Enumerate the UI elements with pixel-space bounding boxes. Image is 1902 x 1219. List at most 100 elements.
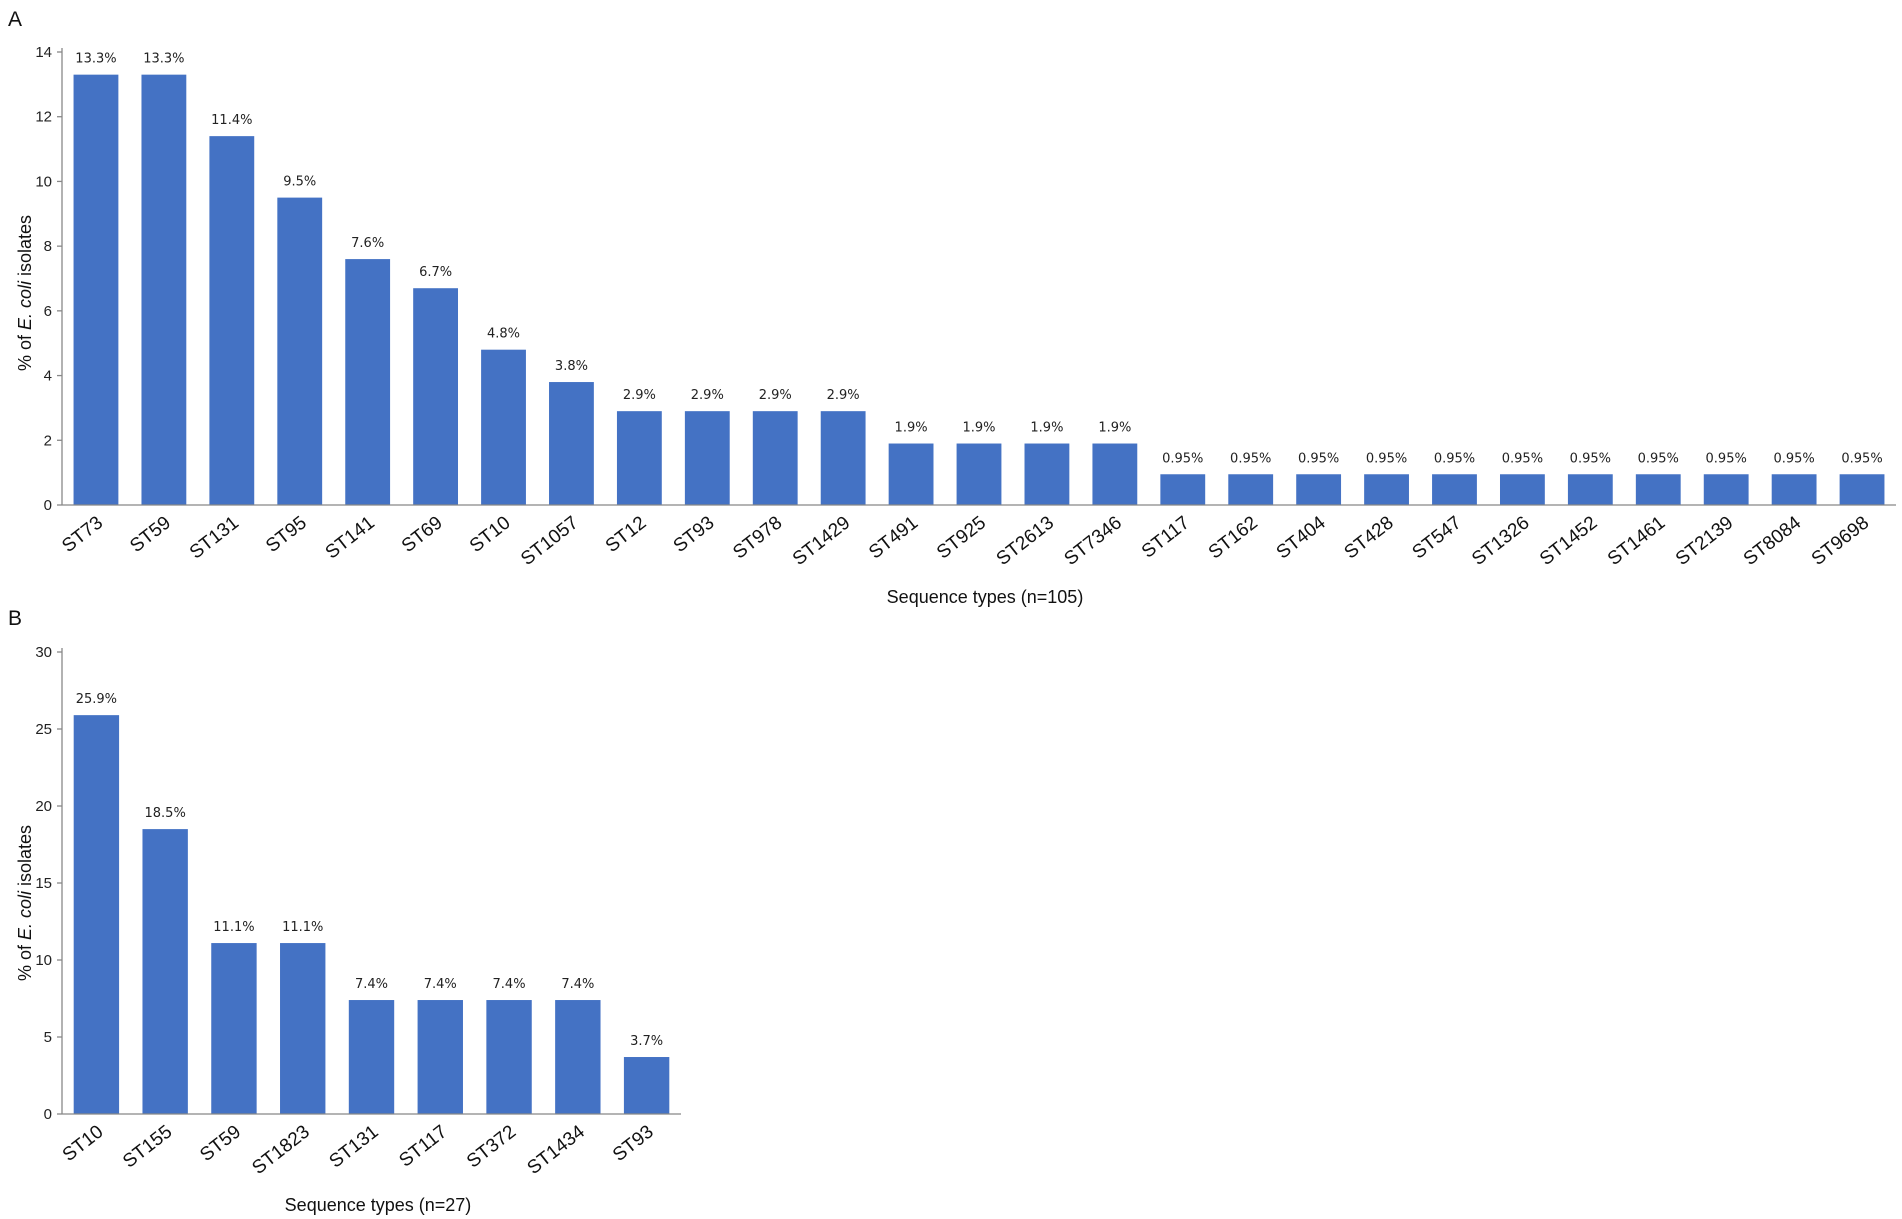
x-tick-label-b-ST93: ST93 <box>609 1121 658 1166</box>
x-tick-label-b-ST10: ST10 <box>59 1121 108 1166</box>
data-label-a-ST547: 0.95% <box>1434 451 1475 466</box>
x-tick-label-b-ST131: ST131 <box>326 1121 383 1172</box>
x-tick-label-a-ST141: ST141 <box>322 512 379 563</box>
data-label-a-ST978: 2.9% <box>759 388 792 403</box>
data-label-a-ST12: 2.9% <box>623 388 656 403</box>
chart-panel-a: A Sequence types (n=105) % of E. coli is… <box>8 8 1896 607</box>
x-tick-label-a-ST547: ST547 <box>1409 512 1466 563</box>
x-tick-label-a-ST73: ST73 <box>58 512 107 557</box>
x-tick-label-a-ST12: ST12 <box>602 512 651 557</box>
bar-a-ST93 <box>684 411 730 505</box>
y-axis-title-a-part-1: % of <box>15 330 35 371</box>
x-tick-label-a-ST2139: ST2139 <box>1672 512 1737 570</box>
y-tick-label-b-1: 5 <box>44 1029 52 1046</box>
x-tick-label-a-ST2613: ST2613 <box>993 512 1058 570</box>
chart-marks-a: 0 2 4 6 8 10 12 14 13.3% ST73 13.3% ST59 11.4% ST131 9… <box>35 44 1896 570</box>
data-label-a-ST7346: 1.9% <box>1098 421 1131 436</box>
x-axis-title-b: Sequence types (n=27) <box>285 1195 472 1215</box>
x-tick-label-a-ST1452: ST1452 <box>1536 512 1601 570</box>
data-label-a-ST69: 6.7% <box>419 265 452 280</box>
x-tick-label-a-ST1461: ST1461 <box>1604 512 1669 570</box>
x-tick-label-a-ST1057: ST1057 <box>517 512 582 570</box>
y-tick-label-a-7: 14 <box>35 44 52 61</box>
x-tick-label-a-ST7346: ST7346 <box>1061 512 1126 570</box>
data-label-b-ST59: 11.1% <box>213 920 254 935</box>
data-label-a-ST1452: 0.95% <box>1570 451 1611 466</box>
bar-a-ST428 <box>1364 474 1409 505</box>
data-label-a-ST404: 0.95% <box>1298 451 1339 466</box>
bar-b-ST117 <box>417 1000 463 1114</box>
x-tick-label-a-ST1326: ST1326 <box>1468 512 1533 570</box>
data-label-a-ST428: 0.95% <box>1366 451 1407 466</box>
x-tick-label-a-ST8084: ST8084 <box>1740 512 1806 570</box>
y-axis-title-a: % of E. coli isolates <box>15 215 35 371</box>
bar-a-ST1461 <box>1635 474 1681 505</box>
y-axis-title-b-part-2: E. coli <box>15 890 35 940</box>
data-label-a-ST925: 1.9% <box>962 421 995 436</box>
panel-label-a: A <box>8 8 22 31</box>
y-tick-label-a-0: 0 <box>44 497 52 514</box>
y-tick-label-b-2: 10 <box>35 952 52 969</box>
x-tick-label-a-ST117: ST117 <box>1138 512 1194 562</box>
data-label-a-ST131: 11.4% <box>211 113 252 128</box>
data-label-b-ST372: 7.4% <box>493 977 526 992</box>
data-label-b-ST93: 3.7% <box>630 1034 663 1049</box>
bar-a-ST404 <box>1296 474 1342 505</box>
x-tick-label-a-ST10: ST10 <box>466 512 515 557</box>
x-tick-label-a-ST978: ST978 <box>729 512 786 563</box>
data-label-a-ST2613: 1.9% <box>1030 421 1063 436</box>
x-tick-label-a-ST925: ST925 <box>933 512 990 563</box>
x-tick-label-b-ST59: ST59 <box>196 1121 245 1166</box>
bar-b-ST372 <box>486 1000 532 1114</box>
bar-b-ST10 <box>73 715 120 1114</box>
data-label-b-ST1823: 11.1% <box>282 920 323 935</box>
bar-a-ST1452 <box>1567 474 1613 505</box>
data-label-a-ST9698: 0.95% <box>1841 451 1882 466</box>
bar-a-ST59 <box>141 74 187 506</box>
x-tick-label-a-ST59: ST59 <box>126 512 175 557</box>
bar-b-ST1823 <box>280 943 326 1114</box>
x-tick-label-a-ST69: ST69 <box>398 512 447 557</box>
data-label-b-ST131: 7.4% <box>355 977 388 992</box>
y-tick-label-b-4: 20 <box>35 798 52 815</box>
bar-b-ST155 <box>142 829 188 1114</box>
y-axis-title-b: % of E. coli isolates <box>15 825 35 981</box>
bar-a-ST8084 <box>1771 474 1817 505</box>
x-tick-label-b-ST1434: ST1434 <box>524 1121 590 1179</box>
bar-a-ST141 <box>345 259 391 505</box>
bar-a-ST69 <box>413 288 459 505</box>
x-tick-label-a-ST1429: ST1429 <box>789 512 854 570</box>
x-axis-title-a: Sequence types (n=105) <box>887 587 1084 607</box>
x-tick-label-a-ST9698: ST9698 <box>1808 512 1873 570</box>
data-label-a-ST2139: 0.95% <box>1706 451 1747 466</box>
chart-marks-b: 0 5 10 15 20 25 30 25.9% ST10 18.5% ST155 11.1% ST59… <box>35 644 681 1179</box>
data-label-a-ST141: 7.6% <box>351 236 384 251</box>
y-tick-label-b-5: 25 <box>35 721 52 738</box>
chart-panel-b: B Sequence types (n=27) % of E. coli iso… <box>8 607 681 1215</box>
data-label-a-ST1461: 0.95% <box>1638 451 1679 466</box>
data-label-a-ST10: 4.8% <box>487 327 520 342</box>
data-label-a-ST1326: 0.95% <box>1502 451 1543 466</box>
y-tick-label-a-1: 2 <box>44 432 52 449</box>
y-axis-title-b-part-1: % of <box>15 940 35 981</box>
x-tick-label-b-ST372: ST372 <box>463 1121 520 1172</box>
data-label-a-ST95: 9.5% <box>283 175 316 190</box>
bar-a-ST2613 <box>1024 443 1070 505</box>
x-tick-label-b-ST117: ST117 <box>395 1121 451 1171</box>
bar-a-ST925 <box>956 443 1002 505</box>
bar-a-ST978 <box>752 411 798 505</box>
data-label-b-ST10: 25.9% <box>76 692 117 707</box>
bar-a-ST12 <box>616 411 662 505</box>
bar-a-ST117 <box>1160 474 1206 505</box>
y-tick-label-a-2: 4 <box>44 368 52 385</box>
bar-a-ST547 <box>1432 474 1477 505</box>
bar-b-ST93 <box>623 1057 670 1114</box>
data-label-a-ST93: 2.9% <box>691 388 724 403</box>
data-label-a-ST1057: 3.8% <box>555 359 588 374</box>
data-label-a-ST1429: 2.9% <box>827 388 860 403</box>
data-label-a-ST73: 13.3% <box>75 52 116 67</box>
bar-b-ST1434 <box>555 1000 601 1114</box>
bar-b-ST131 <box>348 1000 395 1114</box>
bar-a-ST2139 <box>1703 474 1749 505</box>
y-tick-label-a-5: 10 <box>35 173 52 190</box>
